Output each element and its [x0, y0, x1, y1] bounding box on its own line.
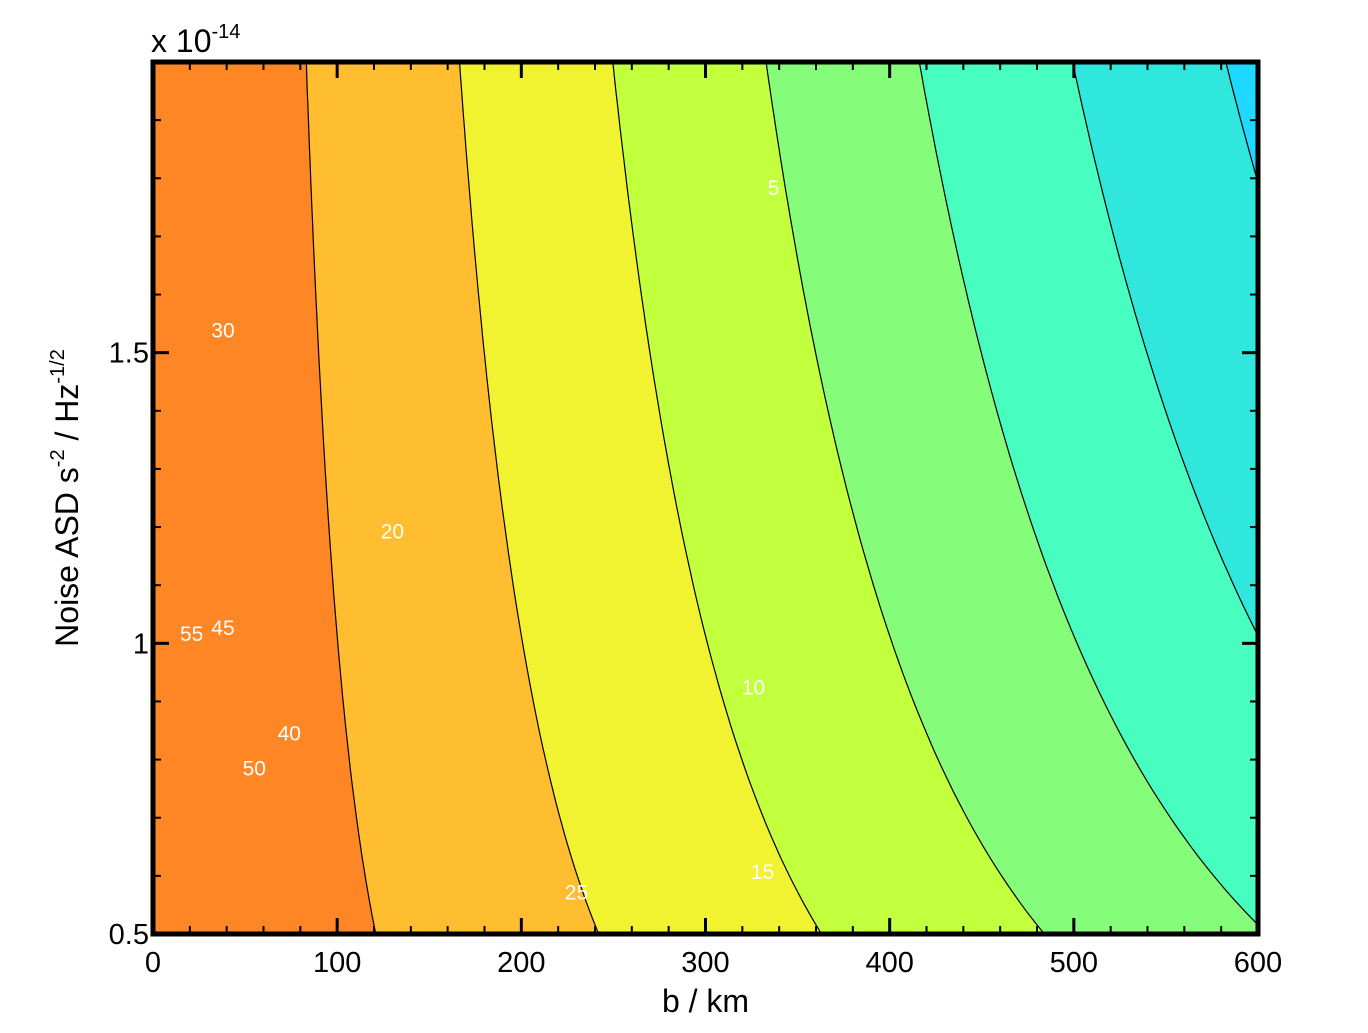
contour-lines [153, 62, 1258, 934]
y-axis-title: Noise ASD s-2 / Hz-1/2 [47, 349, 85, 647]
x-tick-label-100: 100 [313, 947, 361, 979]
contour-label-25: 25 [565, 882, 588, 905]
y-multiplier-base: x 10 [151, 23, 211, 59]
y-axis-title-mid: / Hz [49, 384, 85, 450]
contour-label-50: 50 [243, 757, 266, 780]
x-tick-label-0: 0 [145, 947, 161, 979]
band-above-55 [153, 62, 376, 934]
y-axis-title-exp1: -2 [47, 449, 69, 467]
x-axis-title: b / km [662, 983, 749, 1019]
contour-label-40: 40 [278, 722, 301, 745]
y-axis-title-exp2: -1/2 [47, 349, 69, 383]
y-multiplier-label: x 10-14 [151, 21, 240, 59]
y-tick-label-1: 1 [133, 628, 149, 660]
contour-line-45 [612, 62, 823, 934]
x-tick-label-300: 300 [681, 947, 729, 979]
x-tick-label-600: 600 [1234, 947, 1282, 979]
x-tick-label-200: 200 [497, 947, 545, 979]
contour-label-15: 15 [751, 861, 774, 884]
contour-line-55 [305, 62, 377, 934]
contour-line-40 [765, 62, 1045, 934]
contour-label-30: 30 [211, 320, 234, 343]
y-tick-label-0.5: 0.5 [109, 919, 149, 951]
contour-label-20: 20 [381, 521, 404, 544]
x-tick-label-500: 500 [1050, 947, 1098, 979]
contour-label-10: 10 [742, 677, 765, 700]
contour-line-35 [918, 62, 1258, 926]
contour-line-50 [458, 62, 600, 934]
y-tick-label-1.5: 1.5 [109, 338, 149, 370]
y-multiplier-exp: -14 [211, 21, 240, 43]
contour-line-30 [1072, 62, 1258, 638]
axis-ticks: 0 100 200 300 400 500 600 0.5 1 1.5 [109, 62, 1282, 979]
contour-label-55: 55 [180, 623, 203, 646]
contour-labels: 5 10 15 20 25 30 40 45 50 55 [180, 177, 779, 905]
contour-label-45: 45 [211, 617, 234, 640]
contour-label-5: 5 [768, 177, 780, 200]
x-tick-label-400: 400 [865, 947, 913, 979]
contour-fill-regions [153, 62, 1258, 934]
y-axis-title-base: Noise ASD s [49, 467, 85, 647]
